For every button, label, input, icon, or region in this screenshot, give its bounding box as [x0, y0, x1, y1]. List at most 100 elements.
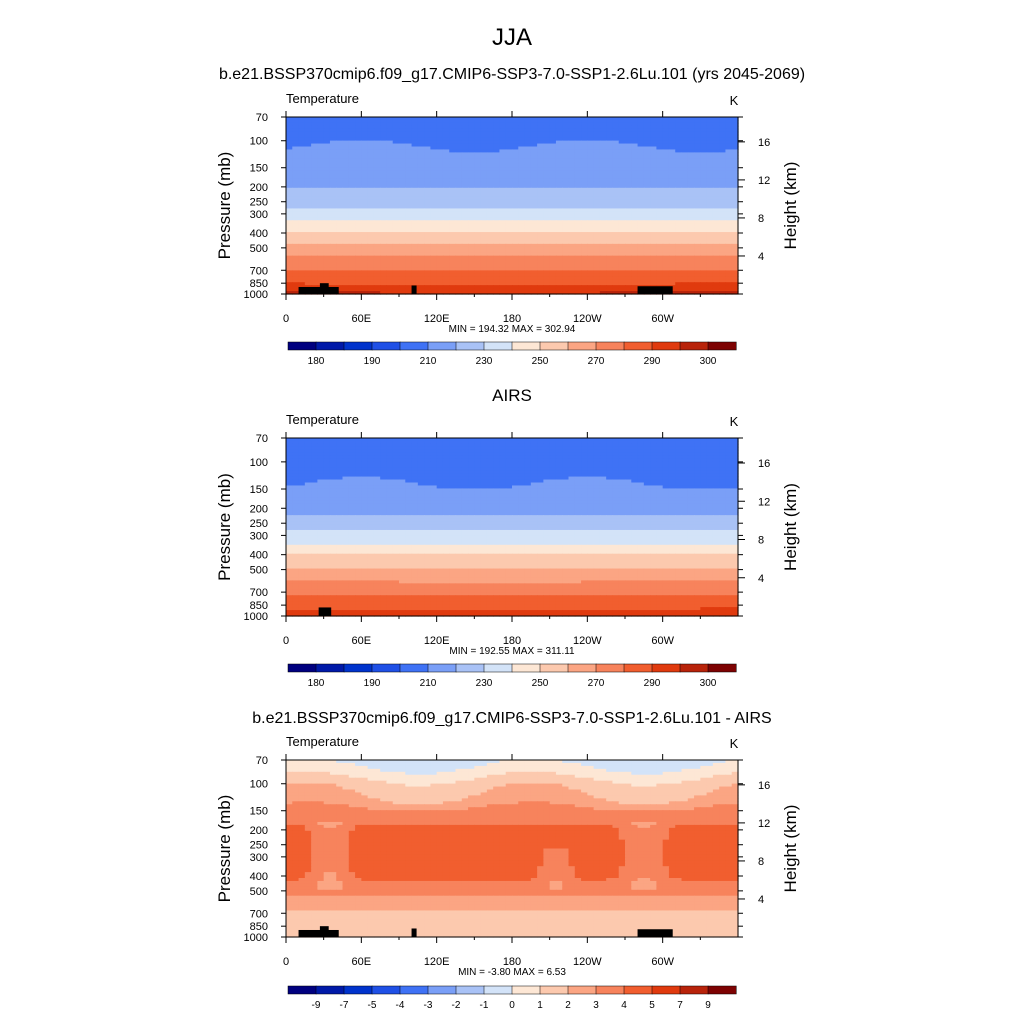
contour-cell: [405, 214, 413, 218]
contour-cell: [461, 208, 469, 212]
contour-cell: [342, 243, 350, 248]
contour-cell: [662, 440, 670, 445]
contour-cell: [524, 125, 532, 130]
contour-cell: [537, 155, 544, 159]
contour-cell: [367, 235, 375, 239]
contour-cell: [474, 261, 482, 266]
contour-cell: [449, 455, 457, 460]
contour-cell: [355, 452, 362, 457]
contour-cell: [449, 255, 457, 260]
contour-cell: [587, 128, 595, 133]
contour-cell: [555, 288, 563, 292]
contour-cell: [317, 237, 325, 242]
contour-cell: [543, 158, 551, 162]
contour-cell: [474, 440, 482, 445]
contour-cell: [574, 452, 582, 457]
contour-cell: [606, 170, 614, 174]
contour-cell: [606, 264, 614, 269]
contour-cell: [499, 181, 507, 186]
contour-cell: [631, 217, 639, 221]
contour-cell: [411, 205, 419, 210]
contour-cell: [656, 232, 664, 236]
contour-cell: [537, 443, 544, 448]
contour-cell: [405, 137, 413, 142]
contour-cell: [405, 181, 413, 186]
contour-cell: [568, 291, 576, 295]
contour-cell: [449, 125, 457, 130]
contour-cell: [712, 223, 720, 227]
contour-cell: [512, 211, 519, 215]
contour-cell: [512, 193, 519, 198]
contour-cell: [455, 128, 463, 133]
contour-cell: [493, 255, 501, 260]
contour-cell: [662, 226, 670, 230]
contour-cell: [543, 176, 551, 180]
contour-cell: [499, 455, 507, 460]
contour-cell: [455, 205, 463, 210]
contour-cell: [380, 117, 388, 121]
contour-cell: [606, 152, 614, 156]
contour-cell: [712, 282, 720, 286]
contour-cell: [518, 173, 526, 177]
contour-cell: [643, 226, 651, 230]
contour-cell: [706, 155, 714, 159]
contour-cell: [631, 261, 639, 266]
contour-cell: [524, 276, 532, 280]
contour-cell: [625, 220, 632, 224]
contour-cell: [386, 288, 394, 292]
contour-cell: [524, 128, 532, 133]
contour-cell: [694, 187, 701, 192]
contour-cell: [712, 276, 720, 280]
contour-cell: [355, 167, 362, 171]
contour-cell: [512, 237, 519, 242]
contour-cell: [455, 235, 463, 239]
contour-cell: [712, 164, 720, 168]
contour-cell: [656, 149, 664, 153]
contour-cell: [581, 217, 588, 221]
contour-cell: [455, 438, 463, 442]
contour-cell: [373, 255, 381, 260]
contour-cell: [399, 143, 406, 148]
contour-cell: [625, 149, 632, 153]
contour-cell: [348, 137, 356, 142]
contour-cell: [461, 288, 469, 292]
contour-cell: [436, 117, 444, 121]
contour-cell: [694, 255, 701, 260]
contour-cell: [304, 208, 312, 212]
contour-cell: [612, 131, 620, 136]
contour-cell: [656, 128, 664, 133]
contour-cell: [581, 167, 588, 171]
contour-cell: [725, 134, 733, 139]
contour-cell: [311, 455, 318, 460]
contour-cell: [493, 137, 501, 142]
contour-cell: [461, 282, 469, 286]
contour-cell: [417, 438, 425, 442]
contour-cell: [430, 452, 438, 457]
contour-cell: [392, 208, 400, 212]
contour-cell: [599, 184, 607, 189]
contour-cell: [505, 267, 513, 271]
contour-cell: [292, 184, 300, 189]
contour-cell: [562, 446, 570, 451]
contour-cell: [329, 285, 337, 289]
contour-cell: [725, 252, 733, 257]
contour-cell: [537, 161, 544, 165]
contour-cell: [612, 155, 620, 159]
contour-cell: [530, 211, 538, 215]
contour-cell: [411, 282, 419, 286]
contour-cell: [468, 119, 475, 124]
contour-cell: [405, 170, 413, 174]
contour-cell: [474, 184, 482, 189]
contour-cell: [411, 458, 419, 463]
contour-cell: [681, 243, 689, 248]
contour-cell: [599, 243, 607, 248]
contour-cell: [612, 270, 620, 274]
contour-cell: [461, 155, 469, 159]
contour-cell: [298, 246, 306, 251]
contour-cell: [505, 158, 513, 162]
contour-cell: [373, 161, 381, 165]
contour-cell: [336, 122, 344, 127]
contour-cell: [424, 196, 431, 201]
contour-cell: [348, 446, 356, 451]
contour-cell: [512, 258, 519, 263]
